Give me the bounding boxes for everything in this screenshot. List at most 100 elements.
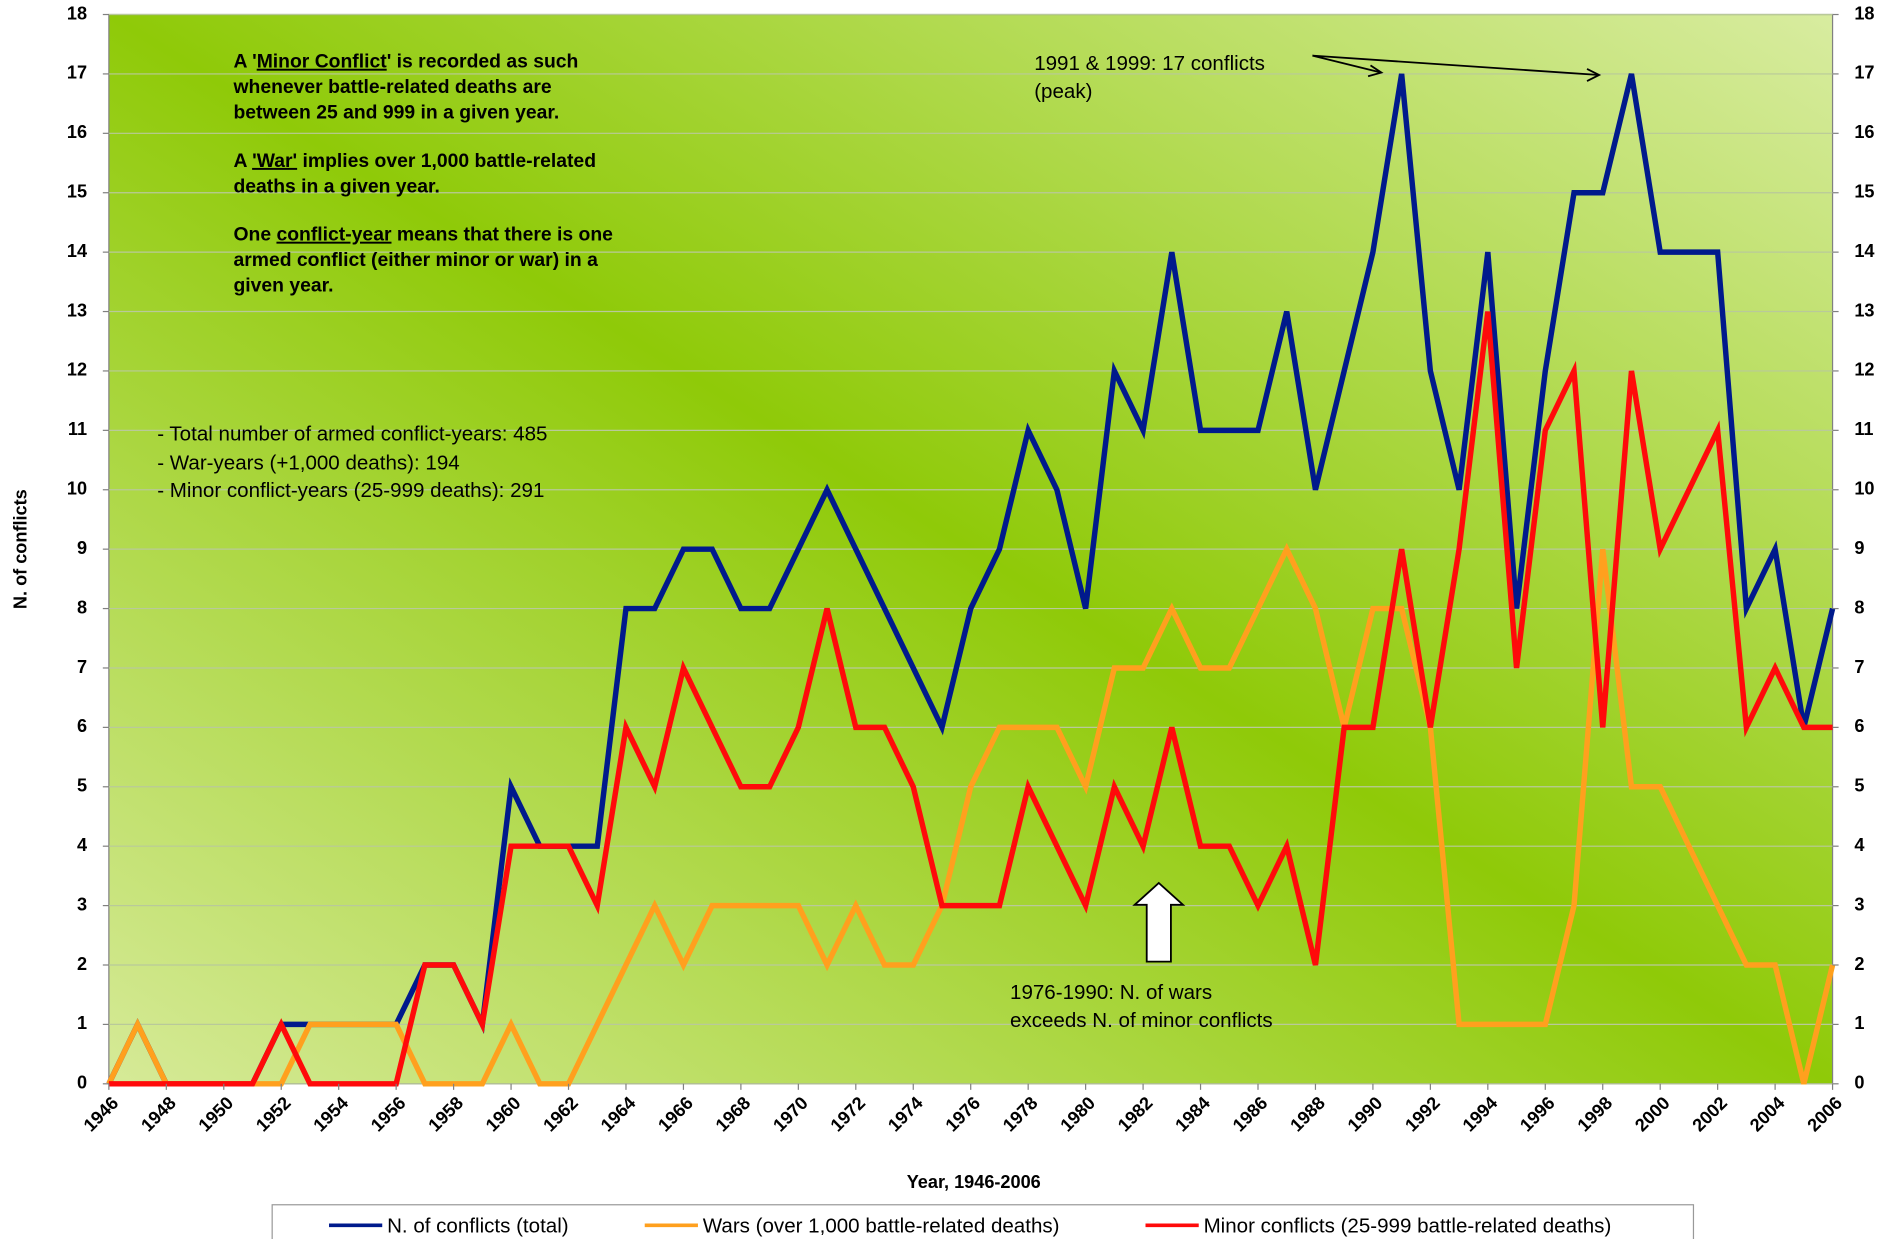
x-tick-label: 1978: [999, 1093, 1042, 1136]
x-tick-label: 1992: [1401, 1093, 1444, 1136]
x-tick-label: 1958: [424, 1093, 467, 1136]
x-tick-label: 1988: [1286, 1093, 1329, 1136]
x-tick-label: 1982: [1114, 1093, 1157, 1136]
x-tick-label: 2002: [1688, 1093, 1731, 1136]
x-tick-label: 1966: [654, 1093, 697, 1136]
x-tick-label: 1948: [137, 1093, 180, 1136]
y-tick-label: 0: [77, 1073, 87, 1093]
y2-tick-label: 1: [1854, 1013, 1864, 1033]
y-tick-label: 10: [67, 479, 87, 499]
y-tick-label: 5: [77, 776, 87, 796]
y-tick-label: 15: [67, 182, 87, 202]
x-tick-label: 1974: [884, 1093, 927, 1136]
x-tick-label: 1990: [1344, 1093, 1387, 1136]
x-tick-label: 1996: [1516, 1093, 1559, 1136]
y2-tick-label: 9: [1854, 538, 1864, 558]
note-text: One conflict-year means that there is on…: [233, 224, 613, 246]
y2-tick-label: 2: [1854, 954, 1864, 974]
note-segment: A ': [233, 51, 256, 73]
y-tick-label: 4: [77, 835, 87, 855]
y2-tick-label: 8: [1854, 597, 1864, 617]
y-axis-label: N. of conflicts: [11, 489, 31, 609]
note-segment: conflict-year: [276, 224, 391, 246]
note-text: deaths in a given year.: [233, 175, 439, 197]
note-segment: whenever battle-related deaths are: [232, 76, 551, 98]
x-tick-label: 1998: [1574, 1093, 1617, 1136]
y-tick-label: 3: [77, 894, 87, 914]
x-tick-label: 1986: [1229, 1093, 1272, 1136]
note-segment: armed conflict (either minor or war) in …: [233, 249, 598, 271]
note-segment: means that there is one: [391, 224, 613, 246]
x-tick-label: 1960: [482, 1093, 525, 1136]
y2-tick-label: 11: [1854, 419, 1873, 439]
peak-arrows: [1312, 54, 1600, 76]
x-tick-label: 1952: [252, 1093, 295, 1136]
y-tick-label: 7: [77, 657, 87, 677]
note-segment: ' is recorded as such: [387, 51, 579, 73]
note-segment: Minor Conflict: [257, 51, 388, 73]
x-tick-label: 1964: [597, 1093, 640, 1136]
x-tick-label: 2000: [1631, 1093, 1674, 1136]
note-text: A 'War' implies over 1,000 battle-relate…: [233, 150, 596, 172]
y-tick-label: 17: [67, 63, 87, 83]
y-tick-label: 14: [67, 241, 87, 261]
y2-tick-label: 7: [1854, 657, 1864, 677]
wars-annotation: 1976-1990: N. of wars: [1010, 981, 1212, 1004]
legend-label: Minor conflicts (25-999 battle-related d…: [1204, 1215, 1612, 1238]
x-tick-label: 1976: [942, 1093, 985, 1136]
y2-tick-label: 3: [1854, 894, 1864, 914]
summary-text: - Minor conflict-years (25-999 deaths): …: [157, 479, 544, 502]
note-text: given year.: [233, 275, 333, 297]
x-tick-label: 1950: [195, 1093, 238, 1136]
note-segment: between 25 and 999 in a given year.: [233, 102, 559, 124]
y2-tick-label: 18: [1854, 3, 1874, 23]
x-tick-label: 1980: [1056, 1093, 1099, 1136]
y-tick-label: 6: [77, 716, 87, 736]
y2-tick-label: 4: [1854, 835, 1864, 855]
y-tick-label: 11: [68, 419, 87, 439]
y2-tick-label: 6: [1854, 716, 1864, 736]
x-tick-label: 1994: [1459, 1093, 1502, 1136]
y-tick-label: 18: [67, 3, 87, 23]
up-arrow: [1132, 881, 1186, 963]
y-tick-label: 8: [77, 597, 87, 617]
x-tick-label: 2006: [1803, 1093, 1846, 1136]
note-segment: One: [233, 224, 276, 246]
series-line: [108, 311, 1833, 1087]
y2-tick-label: 5: [1854, 776, 1864, 796]
y-tick-label: 16: [67, 122, 87, 142]
y2-tick-label: 15: [1854, 182, 1874, 202]
y2-tick-label: 13: [1854, 300, 1874, 320]
x-tick-label: 1984: [1171, 1093, 1214, 1136]
y-tick-label: 1: [77, 1013, 87, 1033]
note-segment: deaths in a given year.: [233, 175, 439, 197]
note-segment: given year.: [233, 275, 333, 297]
series-line: [106, 542, 1836, 1087]
y2-tick-label: 10: [1854, 479, 1874, 499]
y2-tick-label: 14: [1854, 241, 1874, 261]
x-tick-label: 2004: [1746, 1093, 1789, 1136]
y-tick-label: 9: [77, 538, 87, 558]
y-tick-label: 13: [67, 300, 87, 320]
x-tick-label: 1962: [539, 1093, 582, 1136]
arrow-heads: [1367, 64, 1602, 82]
x-tick-label: 1970: [769, 1093, 812, 1136]
y2-tick-label: 16: [1854, 122, 1874, 142]
x-tick-label: 1972: [827, 1093, 870, 1136]
legend-label: N. of conflicts (total): [387, 1215, 569, 1238]
peak-annotation: (peak): [1034, 80, 1092, 103]
note-segment: A: [233, 150, 252, 172]
summary-text: - War-years (+1,000 deaths): 194: [157, 451, 459, 474]
x-tick-label: 1946: [80, 1093, 123, 1136]
note-segment: implies over 1,000 battle-related: [297, 150, 596, 172]
y2-tick-label: 17: [1854, 63, 1874, 83]
y2-tick-label: 12: [1854, 360, 1874, 380]
peak-annotation: 1991 & 1999: 17 conflicts: [1034, 52, 1265, 75]
summary-text: - Total number of armed conflict-years: …: [157, 422, 547, 445]
note-text: between 25 and 999 in a given year.: [233, 102, 559, 124]
note-text: A 'Minor Conflict' is recorded as such: [233, 51, 578, 73]
x-axis-label: Year, 1946-2006: [907, 1172, 1041, 1192]
legend: [271, 1204, 1695, 1239]
wars-annotation: exceeds N. of minor conflicts: [1010, 1009, 1273, 1032]
